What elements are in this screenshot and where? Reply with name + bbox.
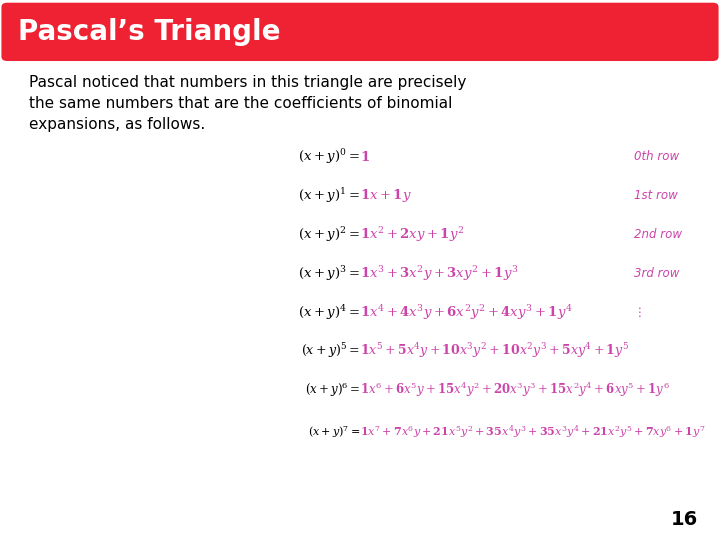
FancyBboxPatch shape [1,3,719,61]
Text: $(x + y)^5 = $: $(x + y)^5 = $ [301,342,360,361]
Text: 1st row: 1st row [634,189,678,202]
Text: $\mathbf{1}$: $\mathbf{1}$ [360,150,370,164]
Text: 0th row: 0th row [634,150,679,163]
Text: 16: 16 [671,510,698,529]
Text: ⋮: ⋮ [634,306,645,319]
Text: $\mathbf{1}x^3 + \mathbf{3}x^2y + \mathbf{3}xy^2 + \mathbf{1}y^3$: $\mathbf{1}x^3 + \mathbf{3}x^2y + \mathb… [360,264,518,283]
Text: $\mathbf{1}x^6 + \mathbf{6}x^5y + \mathbf{15}x^4y^2 + \mathbf{20}x^3y^3 + \mathb: $\mathbf{1}x^6 + \mathbf{6}x^5y + \mathb… [360,380,670,399]
Text: $(x + y)^2 = $: $(x + y)^2 = $ [298,225,360,244]
Text: $(x + y)^0 = $: $(x + y)^0 = $ [298,147,360,166]
Text: $\mathbf{1}x^5 + \mathbf{5}x^4y + \mathbf{10}x^3y^2 + \mathbf{10}x^2y^3 + \mathb: $\mathbf{1}x^5 + \mathbf{5}x^4y + \mathb… [360,342,629,361]
Text: $\mathbf{1}x^4 + \mathbf{4}x^3y + \mathbf{6}x^2y^2 + \mathbf{4}xy^3 + \mathbf{1}: $\mathbf{1}x^4 + \mathbf{4}x^3y + \mathb… [360,302,572,321]
Text: $\mathbf{1}x^7 + \mathbf{7}x^6y + \mathbf{21}x^5y^2 + \mathbf{35}x^4y^3 + \mathb: $\mathbf{1}x^7 + \mathbf{7}x^6y + \mathb… [360,424,706,440]
Text: 3rd row: 3rd row [634,267,679,280]
Text: $(x + y)^7 = $: $(x + y)^7 = $ [307,424,360,440]
Text: $\mathbf{1}x + \mathbf{1}y$: $\mathbf{1}x + \mathbf{1}y$ [360,187,412,204]
Text: 2nd row: 2nd row [634,228,682,241]
Text: $(x + y)^6 = $: $(x + y)^6 = $ [305,380,360,399]
Text: $(x + y)^3 = $: $(x + y)^3 = $ [298,264,360,283]
Text: $(x + y)^1 = $: $(x + y)^1 = $ [298,186,360,205]
Text: Pascal noticed that numbers in this triangle are precisely
the same numbers that: Pascal noticed that numbers in this tria… [29,75,466,132]
Text: $\mathbf{1}x^2 + \mathbf{2}xy + \mathbf{1}y^2$: $\mathbf{1}x^2 + \mathbf{2}xy + \mathbf{… [360,225,464,244]
Text: Pascal’s Triangle: Pascal’s Triangle [18,18,281,46]
Text: $(x + y)^4 = $: $(x + y)^4 = $ [298,302,360,321]
